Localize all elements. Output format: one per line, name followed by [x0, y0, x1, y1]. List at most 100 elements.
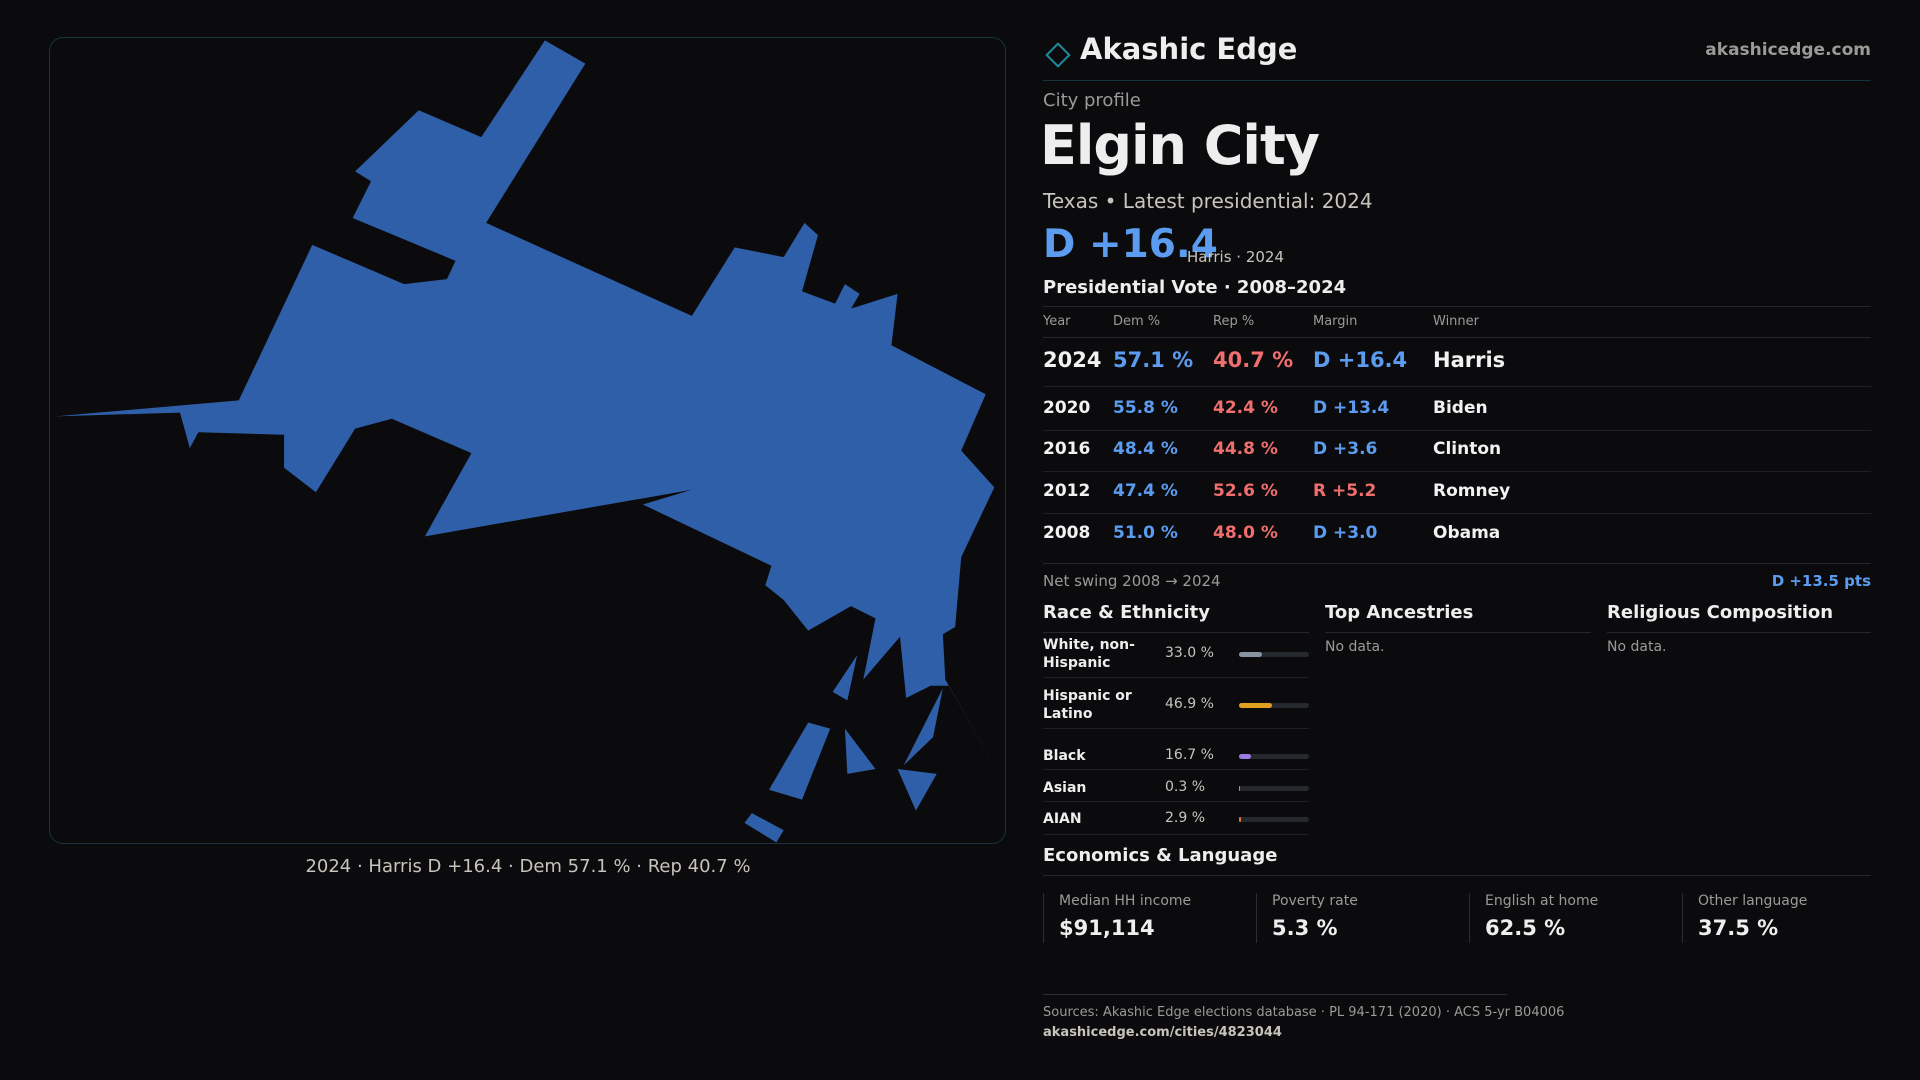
table-cell: 52.6 %	[1213, 481, 1278, 501]
table-cell: 44.8 %	[1213, 439, 1278, 459]
stat-value: 62.5 %	[1485, 916, 1566, 940]
divider	[1043, 769, 1309, 770]
logo	[1045, 42, 1071, 68]
table-cell: Harris	[1433, 348, 1506, 372]
table-cell: 55.8 %	[1113, 398, 1178, 418]
bar-track	[1239, 754, 1309, 759]
table-cell: D +13.4	[1313, 398, 1390, 418]
column-header: Winner	[1433, 314, 1480, 329]
table-cell: 57.1 %	[1113, 348, 1194, 372]
divider	[1043, 430, 1871, 431]
empty-note: No data.	[1607, 639, 1667, 655]
table-cell: 2012	[1043, 481, 1091, 501]
divider	[1043, 632, 1309, 633]
table-cell: D +3.0	[1313, 523, 1378, 543]
race-label: Black	[1043, 748, 1086, 764]
stat-divider	[1469, 893, 1470, 943]
table-cell: D +16.4	[1313, 348, 1408, 372]
race-bar	[1239, 652, 1263, 657]
stat-label: English at home	[1485, 893, 1599, 909]
bar-track	[1239, 817, 1309, 822]
table-cell: Clinton	[1433, 439, 1502, 459]
bar-track	[1239, 703, 1309, 708]
city-shape	[844, 728, 876, 774]
divider	[1043, 337, 1871, 338]
race-bar	[1239, 786, 1240, 791]
brand: Akashic Edge	[1080, 32, 1298, 66]
stat-label: Median HH income	[1059, 893, 1192, 909]
column-header: Dem %	[1113, 314, 1161, 329]
table-cell: Biden	[1433, 398, 1488, 418]
table-cell: 48.4 %	[1113, 439, 1178, 459]
race-bar	[1239, 703, 1272, 708]
divider	[1043, 677, 1309, 678]
race-value: 0.3 %	[1165, 779, 1206, 795]
headline-margin: D +16.4	[1043, 222, 1218, 267]
column-header: Rep %	[1213, 314, 1255, 329]
stat-divider	[1256, 893, 1257, 943]
stat-value: 5.3 %	[1272, 916, 1338, 940]
map-caption: 2024 · Harris D +16.4 · Dem 57.1 % · Rep…	[305, 856, 751, 877]
subtitle: Texas • Latest presidential: 2024	[1043, 189, 1373, 213]
divider	[1043, 801, 1309, 802]
table-cell: Obama	[1433, 523, 1501, 543]
stat-divider	[1682, 893, 1683, 943]
divider	[1043, 994, 1507, 995]
table-cell: 40.7 %	[1213, 348, 1294, 372]
sources: Sources: Akashic Edge elections database…	[1043, 1005, 1565, 1020]
divider	[1043, 875, 1871, 876]
city-shape	[744, 813, 784, 843]
column-header: Year	[1043, 314, 1071, 329]
stat-label: Poverty rate	[1272, 893, 1358, 909]
race-label: AIAN	[1043, 811, 1082, 827]
divider	[1043, 471, 1871, 472]
table-cell: R +5.2	[1313, 481, 1377, 501]
race-value: 33.0 %	[1165, 645, 1214, 661]
race-bar	[1239, 817, 1242, 822]
headline-note: Harris · 2024	[1187, 248, 1285, 266]
city-shape	[768, 722, 831, 800]
divider	[1043, 386, 1871, 387]
section-title: Religious Composition	[1607, 602, 1834, 623]
city-shape	[55, 40, 1005, 784]
profile-label: City profile	[1043, 90, 1141, 111]
divider	[1043, 80, 1871, 81]
divider	[1607, 632, 1871, 633]
table-cell: 2024	[1043, 348, 1102, 372]
table-cell: Romney	[1433, 481, 1511, 501]
race-value: 2.9 %	[1165, 810, 1206, 826]
map-panel	[49, 37, 1006, 844]
table-cell: 51.0 %	[1113, 523, 1178, 543]
race-bar	[1239, 754, 1251, 759]
stat-value: 37.5 %	[1698, 916, 1779, 940]
empty-note: No data.	[1325, 639, 1385, 655]
bar-track	[1239, 786, 1309, 791]
city-title: Elgin City	[1040, 114, 1320, 177]
table-cell: 48.0 %	[1213, 523, 1278, 543]
site: akashicedge.com	[1705, 40, 1871, 60]
table-cell: 42.4 %	[1213, 398, 1278, 418]
city-shape	[897, 768, 937, 811]
divider	[1043, 513, 1871, 514]
divider	[1325, 632, 1591, 633]
stat-label: Other language	[1698, 893, 1808, 909]
city-shape	[832, 655, 858, 701]
swing-label: Net swing 2008 → 2024	[1043, 572, 1221, 590]
swing-value: D +13.5 pts	[1771, 572, 1871, 590]
bar-track	[1239, 652, 1309, 657]
section-title: Top Ancestries	[1325, 602, 1474, 623]
table-cell: 2020	[1043, 398, 1091, 418]
stat-value: $91,114	[1059, 916, 1155, 940]
divider	[1043, 728, 1309, 729]
table-cell: D +3.6	[1313, 439, 1378, 459]
race-label: Asian	[1043, 780, 1087, 796]
section-title: Race & Ethnicity	[1043, 602, 1210, 623]
race-value: 16.7 %	[1165, 747, 1214, 763]
city-shape	[903, 688, 943, 766]
table-cell: 2016	[1043, 439, 1091, 459]
source-url: akashicedge.com/cities/4823044	[1043, 1025, 1282, 1040]
divider	[1043, 834, 1309, 835]
section-title: Presidential Vote · 2008–2024	[1043, 277, 1347, 298]
divider	[1043, 563, 1871, 564]
